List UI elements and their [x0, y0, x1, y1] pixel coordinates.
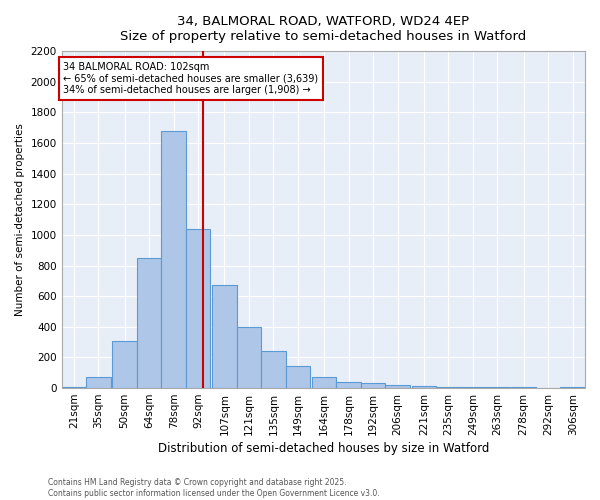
- Bar: [236, 327, 261, 388]
- Bar: [436, 386, 461, 388]
- Bar: [261, 350, 286, 388]
- Bar: [186, 229, 211, 388]
- Text: Contains HM Land Registry data © Crown copyright and database right 2025.
Contai: Contains HM Land Registry data © Crown c…: [48, 478, 380, 498]
- Title: 34, BALMORAL ROAD, WATFORD, WD24 4EP
Size of property relative to semi-detached : 34, BALMORAL ROAD, WATFORD, WD24 4EP Siz…: [120, 15, 526, 43]
- Bar: [361, 384, 385, 388]
- Bar: [385, 385, 410, 388]
- Bar: [212, 286, 236, 388]
- Bar: [560, 386, 585, 388]
- Bar: [286, 366, 310, 388]
- Bar: [161, 131, 186, 388]
- Bar: [312, 376, 337, 388]
- Bar: [412, 386, 436, 388]
- Bar: [86, 378, 110, 388]
- Text: 34 BALMORAL ROAD: 102sqm
← 65% of semi-detached houses are smaller (3,639)
34% o: 34 BALMORAL ROAD: 102sqm ← 65% of semi-d…: [64, 62, 319, 95]
- Bar: [337, 382, 361, 388]
- Bar: [62, 386, 86, 388]
- X-axis label: Distribution of semi-detached houses by size in Watford: Distribution of semi-detached houses by …: [158, 442, 489, 455]
- Y-axis label: Number of semi-detached properties: Number of semi-detached properties: [15, 123, 25, 316]
- Bar: [112, 340, 137, 388]
- Bar: [137, 258, 161, 388]
